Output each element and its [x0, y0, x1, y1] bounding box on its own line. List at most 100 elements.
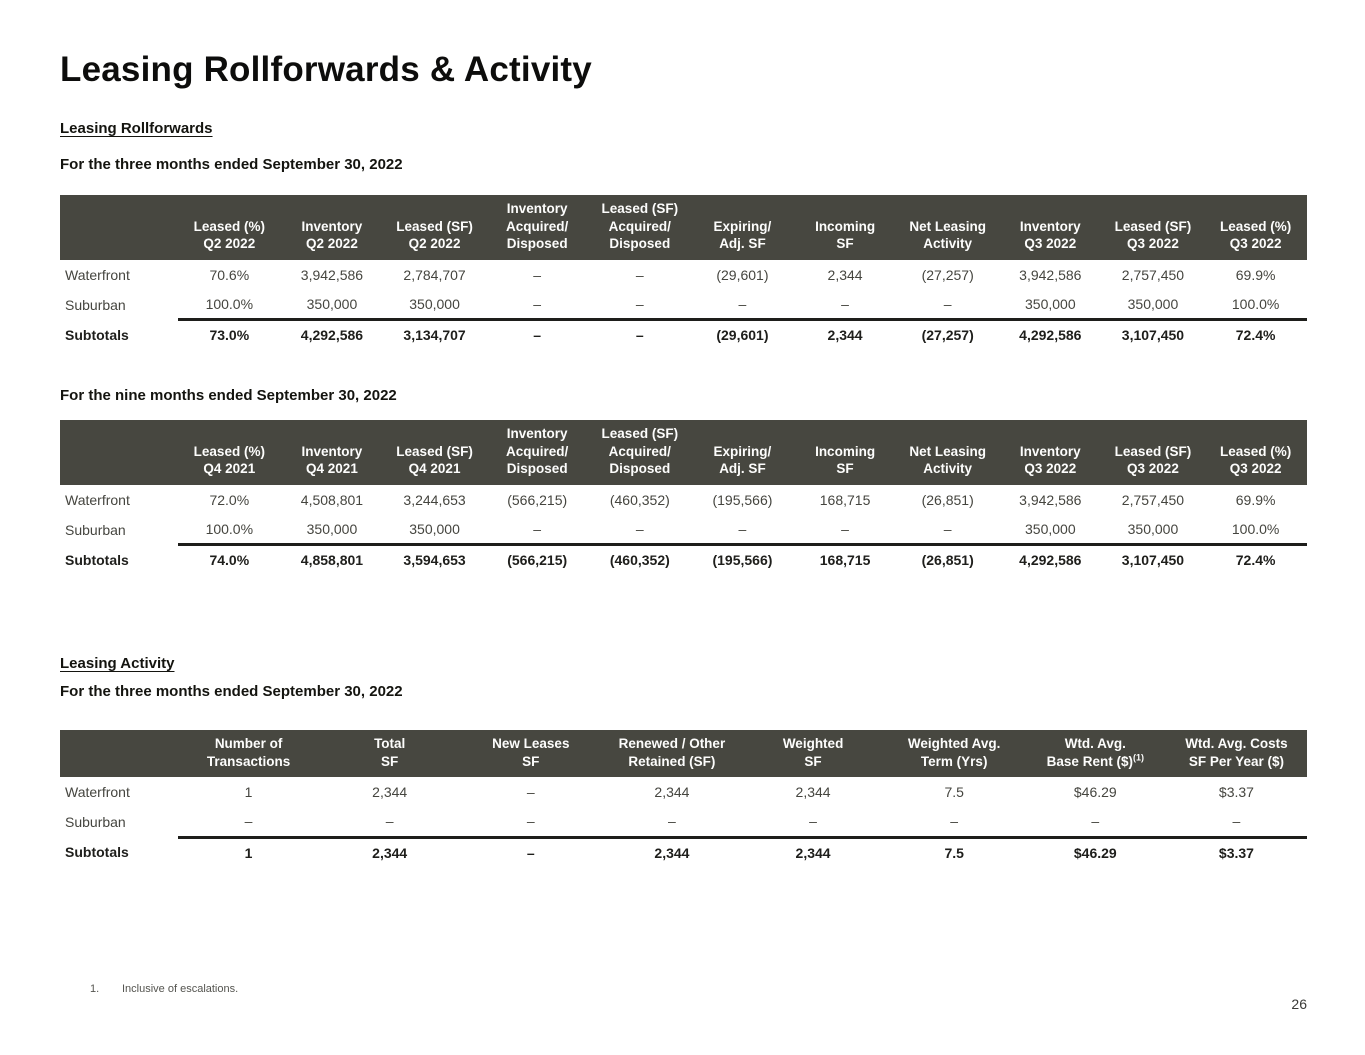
data-table: Leased (%) Q4 2021 Inventory Q4 2021 Leased …	[60, 420, 1307, 575]
table-cell: 72.0%	[209, 491, 250, 508]
table-cell: –	[526, 813, 535, 830]
table-cell: –	[943, 295, 952, 312]
table-cell: 3,107,450	[1101, 543, 1205, 575]
table-cell: –	[950, 813, 959, 830]
table-row: Waterfront 70.6% 3,942,586 2,784,707 – – (29,6…	[60, 260, 1307, 290]
column-header: Expiring/Adj. SF	[691, 420, 794, 485]
table-cell: 69.9%	[1235, 266, 1276, 283]
subtotal-row: Subtotals 1 2,344–2,344 2,344 7.5 $46.29 $3.37	[60, 835, 1307, 868]
table-cell: –	[533, 295, 542, 312]
header-row: Leased (%) Q2 2022 Inventory Q2 2022 Leased …	[60, 195, 1307, 260]
column-header: Leased (SF) Q4 2021	[383, 420, 486, 485]
column-header: Weighted Avg. Term (Yrs)	[883, 730, 1025, 778]
table-cell: (29,601)	[691, 318, 794, 350]
table-cell: (27,257)	[896, 318, 999, 350]
footnote-text: Inclusive of escalations.	[122, 983, 239, 995]
table-cell: 350,000	[306, 520, 358, 537]
data-table: Number of Transactions Total SF New Leases SF…	[60, 730, 1307, 868]
table-cell: –	[635, 295, 644, 312]
column-header: Leased (SF) Acquired/Disposed	[588, 195, 692, 260]
table-cell: $3.37	[1218, 784, 1254, 801]
table-cell: –	[841, 295, 849, 312]
table-cell: 4,508,801	[300, 491, 364, 508]
table-cell: –	[738, 295, 747, 312]
table-rollforward-nine-months: Leased (%) Q4 2021 Inventory Q4 2021 Leased …	[60, 420, 1307, 575]
table-cell: (460,352)	[588, 543, 692, 575]
table-cell: 350,000	[409, 520, 460, 537]
column-header: Incoming SF	[793, 195, 897, 260]
table-row: Suburban – – – – – – – –	[60, 807, 1307, 837]
table-cell: 2,344	[372, 784, 408, 801]
table-cell: –	[460, 835, 602, 868]
table-cell: 2,344	[795, 784, 831, 801]
table-cell: $46.29	[1073, 784, 1117, 801]
table-row: Waterfront 72.0% 4,508,801 3,244,653 (566,21…	[60, 485, 1307, 515]
column-header: Inventory Q2 2022	[280, 195, 384, 260]
table-cell: –	[668, 813, 676, 830]
table-cell: –	[526, 784, 535, 801]
table-cell: 2,344	[654, 784, 690, 801]
table-cell: 350,000	[306, 295, 358, 312]
column-header: Inventory Q3 2022	[999, 195, 1102, 260]
table-cell: –	[533, 266, 542, 283]
table-cell: –	[738, 520, 747, 537]
column-header: Inventory Acquired/Disposed	[485, 420, 589, 485]
table-cell: 72.4%	[1204, 543, 1307, 575]
table-cell: –	[385, 813, 394, 830]
table-cell: –	[841, 520, 849, 537]
page-title: Leasing Rollforwards & Activity	[60, 50, 592, 89]
table-cell: –	[485, 318, 589, 350]
table-cell: 73.0%	[178, 318, 281, 350]
table-cell: $46.29	[1024, 835, 1166, 868]
column-header: Renewed / Other Retained (SF)	[601, 730, 743, 778]
column-header: Leased (SF) Acquired/Disposed	[588, 420, 692, 485]
table-cell: 2,784,707	[403, 266, 466, 283]
footnote: 1. Inclusive of escalations.	[90, 983, 238, 995]
row-label: Suburban	[65, 814, 126, 831]
column-header: Leased (%) Q2 2022	[178, 195, 281, 260]
table-cell: (27,257)	[921, 266, 974, 283]
table-cell: (195,566)	[691, 543, 794, 575]
column-header: Inventory Q4 2021	[280, 420, 384, 485]
table-cell: 3,942,586	[300, 266, 364, 283]
data-table: Leased (%) Q2 2022 Inventory Q2 2022 Leased …	[60, 195, 1307, 350]
row-label: Suburban	[65, 521, 126, 538]
table-cell: (566,215)	[485, 543, 589, 575]
column-header: Weighted SF	[742, 730, 884, 778]
header-row: Leased (%) Q4 2021 Inventory Q4 2021 Leased …	[60, 420, 1307, 485]
table-cell: 350,000	[1025, 520, 1076, 537]
table-cell: 100.0%	[205, 520, 254, 537]
table-cell: 4,292,586	[999, 318, 1102, 350]
table-cell: 3,942,586	[1019, 491, 1082, 508]
table-cell: (26,851)	[896, 543, 999, 575]
table-cell: 74.0%	[178, 543, 281, 575]
section-heading-leasing-activity: Leasing Activity	[60, 655, 175, 672]
subtotal-row: Subtotals 73.0% 4,292,586 3,134,707– – (29,60…	[60, 318, 1307, 350]
table-cell: (29,601)	[716, 266, 769, 283]
table-cell: 1	[178, 835, 320, 868]
table-cell: 70.6%	[209, 266, 250, 283]
table-cell: –	[635, 520, 644, 537]
column-header: Leased (SF) Q3 2022	[1101, 195, 1205, 260]
table-cell: 168,715	[793, 543, 897, 575]
column-header-blank	[60, 420, 178, 485]
column-header: Wtd. Avg. Costs SF Per Year ($)	[1165, 730, 1307, 778]
table-row: Suburban 100.0% 350,000 350,000 – – – – – 350,000…	[60, 515, 1307, 545]
table-cell: –	[1232, 813, 1241, 830]
table-cell: 350,000	[1025, 295, 1076, 312]
column-header: Expiring/Adj. SF	[691, 195, 794, 260]
column-header-blank	[60, 730, 178, 778]
column-header: Leased (%) Q3 2022	[1204, 420, 1307, 485]
table-cell: 2,344	[742, 835, 884, 868]
table-cell: 168,715	[819, 491, 871, 508]
column-header: New Leases SF	[460, 730, 602, 778]
row-label: Subtotals	[65, 551, 129, 568]
table-cell: 2,757,450	[1121, 491, 1185, 508]
column-header: Total SF	[319, 730, 461, 778]
table-cell: 3,134,707	[383, 318, 486, 350]
column-header: Inventory Acquired/Disposed	[485, 195, 589, 260]
table-cell: 69.9%	[1235, 491, 1276, 508]
footnote-ref: (1)	[1132, 752, 1144, 763]
table-cell: –	[943, 520, 952, 537]
